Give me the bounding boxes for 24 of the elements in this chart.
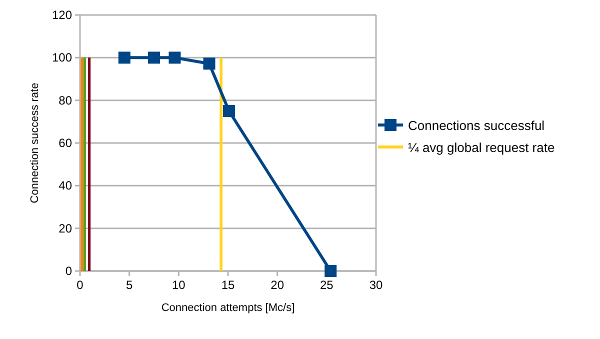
legend-label: ¼ avg global request rate <box>408 140 555 155</box>
legend-label: Connections successful <box>408 118 545 133</box>
y-tick-label: 80 <box>58 93 72 108</box>
x-tick-label: 20 <box>270 278 284 292</box>
x-tick-label: 15 <box>221 278 235 292</box>
y-tick-label: 0 <box>65 264 72 278</box>
x-tick-label: 30 <box>369 278 383 292</box>
y-tick-label: 40 <box>58 178 72 193</box>
x-axis-title: Connection attempts [Mc/s] <box>161 302 295 314</box>
x-tick-label: 25 <box>320 278 334 292</box>
point <box>148 52 160 64</box>
y-tick-label: 100 <box>52 50 72 65</box>
x-tick-label: 10 <box>172 278 186 292</box>
point <box>222 105 235 117</box>
y-tick-label: 60 <box>58 136 72 150</box>
y-tick-label: 20 <box>58 221 72 236</box>
point <box>118 52 130 64</box>
y-tick-label: 120 <box>52 8 72 22</box>
point <box>168 52 181 64</box>
x-tick-label: 5 <box>126 278 133 292</box>
x-tick-label: 0 <box>76 278 84 292</box>
point <box>203 58 216 70</box>
y-axis-title: Connection success rate <box>29 82 41 204</box>
point <box>324 265 337 277</box>
